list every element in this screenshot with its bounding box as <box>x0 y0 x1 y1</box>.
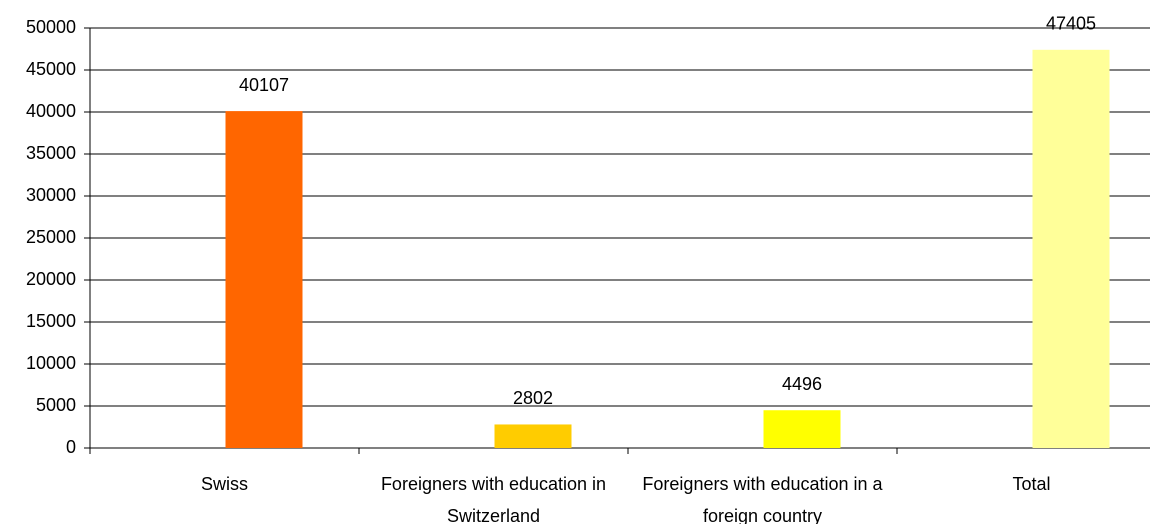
bar <box>225 111 303 448</box>
bar <box>1032 49 1110 448</box>
y-tick-label: 40000 <box>26 101 76 121</box>
x-tick-label: Foreigners with education in a foreign c… <box>642 474 883 524</box>
bar <box>763 410 841 448</box>
y-tick-label: 30000 <box>26 185 76 205</box>
x-tick-label: Total <box>1012 474 1051 494</box>
bar <box>494 424 572 448</box>
y-tick-label: 15000 <box>26 311 76 331</box>
y-tick-label: 10000 <box>26 353 76 373</box>
x-tick-label: Swiss <box>200 474 248 494</box>
y-tick-label: 0 <box>66 437 76 457</box>
y-tick-label: 20000 <box>26 269 76 289</box>
value-label: 2802 <box>513 388 553 408</box>
y-tick-label: 35000 <box>26 143 76 163</box>
value-label: 47405 <box>1046 14 1096 34</box>
y-tick-label: 5000 <box>36 395 76 415</box>
y-tick-label: 50000 <box>26 17 76 37</box>
value-label: 4496 <box>782 374 822 394</box>
x-tick-label: Foreigners with education in Switzerland <box>380 474 607 524</box>
y-tick-label: 45000 <box>26 59 76 79</box>
y-tick-label: 25000 <box>26 227 76 247</box>
value-label: 40107 <box>239 75 289 95</box>
